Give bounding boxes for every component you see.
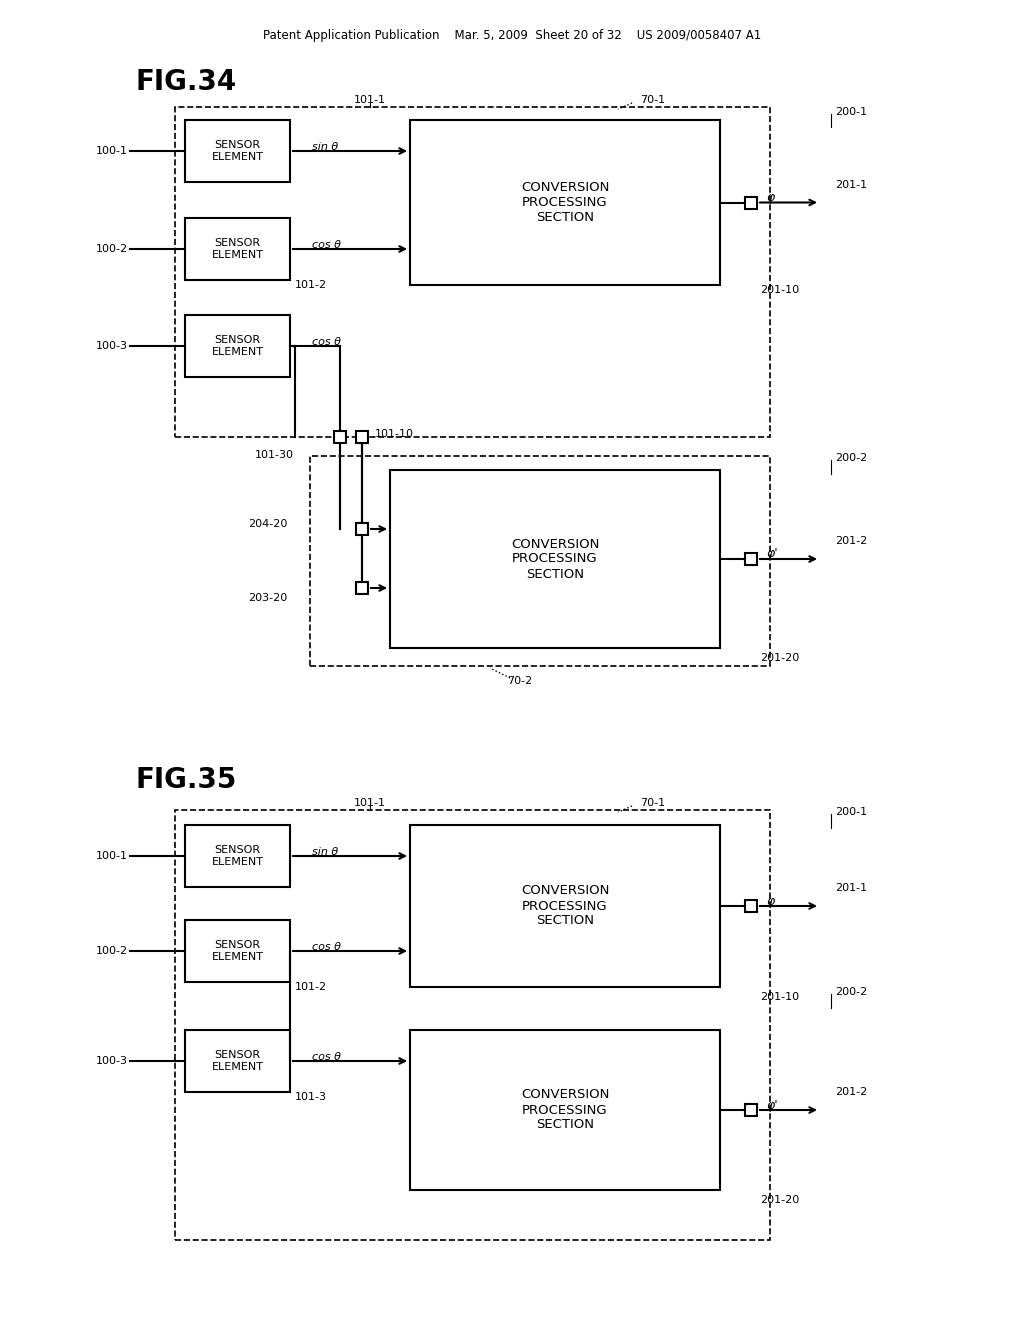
Bar xyxy=(745,1104,757,1115)
Text: φ': φ' xyxy=(766,548,777,561)
Bar xyxy=(745,197,757,209)
Text: 204-20: 204-20 xyxy=(248,519,288,529)
Text: 101-30: 101-30 xyxy=(255,450,294,459)
Bar xyxy=(410,1030,720,1191)
Bar xyxy=(185,218,290,280)
Text: 200-2: 200-2 xyxy=(835,453,867,463)
Bar xyxy=(185,825,290,887)
Text: SENSOR
ELEMENT: SENSOR ELEMENT xyxy=(212,140,263,162)
Bar xyxy=(175,810,770,1239)
Text: 100-2: 100-2 xyxy=(96,244,128,253)
Text: 100-1: 100-1 xyxy=(96,851,128,861)
Text: sin θ: sin θ xyxy=(312,143,338,152)
Bar xyxy=(185,120,290,182)
Text: CONVERSION
PROCESSING
SECTION: CONVERSION PROCESSING SECTION xyxy=(521,1089,609,1131)
Text: 101-10: 101-10 xyxy=(375,429,414,440)
Bar xyxy=(185,315,290,378)
Text: cos θ: cos θ xyxy=(312,240,341,249)
Text: CONVERSION
PROCESSING
SECTION: CONVERSION PROCESSING SECTION xyxy=(511,537,599,581)
Text: φ: φ xyxy=(766,191,774,205)
Text: CONVERSION
PROCESSING
SECTION: CONVERSION PROCESSING SECTION xyxy=(521,884,609,928)
Bar xyxy=(175,107,770,437)
Text: 200-2: 200-2 xyxy=(835,987,867,997)
Bar xyxy=(185,1030,290,1092)
Text: FIG.35: FIG.35 xyxy=(135,766,237,795)
Text: φ: φ xyxy=(766,895,774,908)
Text: SENSOR
ELEMENT: SENSOR ELEMENT xyxy=(212,940,263,962)
Text: 203-20: 203-20 xyxy=(248,593,288,603)
Bar xyxy=(745,900,757,912)
Text: FIG.34: FIG.34 xyxy=(135,69,237,96)
Text: 201-20: 201-20 xyxy=(760,653,800,663)
Text: SENSOR
ELEMENT: SENSOR ELEMENT xyxy=(212,238,263,260)
Text: 201-10: 201-10 xyxy=(760,285,799,294)
Bar xyxy=(356,582,368,594)
Text: cos θ: cos θ xyxy=(312,942,341,952)
Bar xyxy=(310,455,770,667)
Text: 70-1: 70-1 xyxy=(640,95,666,106)
Text: 201-20: 201-20 xyxy=(760,1195,800,1205)
Text: 101-3: 101-3 xyxy=(295,1092,327,1102)
Text: 70-1: 70-1 xyxy=(640,799,666,808)
Text: SENSOR
ELEMENT: SENSOR ELEMENT xyxy=(212,845,263,867)
Text: 201-2: 201-2 xyxy=(835,536,867,546)
Text: 100-2: 100-2 xyxy=(96,946,128,956)
Text: 101-1: 101-1 xyxy=(354,95,386,106)
Bar xyxy=(745,553,757,565)
Bar xyxy=(390,470,720,648)
Text: 70-2: 70-2 xyxy=(507,676,532,686)
Text: 100-1: 100-1 xyxy=(96,147,128,156)
Text: 201-2: 201-2 xyxy=(835,1086,867,1097)
Bar xyxy=(410,825,720,987)
Text: 101-2: 101-2 xyxy=(295,280,327,290)
Text: CONVERSION
PROCESSING
SECTION: CONVERSION PROCESSING SECTION xyxy=(521,181,609,224)
Text: SENSOR
ELEMENT: SENSOR ELEMENT xyxy=(212,335,263,356)
Bar xyxy=(334,432,346,444)
Text: cos θ: cos θ xyxy=(312,337,341,347)
Text: cos θ: cos θ xyxy=(312,1052,341,1063)
Text: 201-10: 201-10 xyxy=(760,993,799,1002)
Bar xyxy=(356,523,368,535)
Bar xyxy=(356,432,368,444)
Text: SENSOR
ELEMENT: SENSOR ELEMENT xyxy=(212,1051,263,1072)
Text: 200-1: 200-1 xyxy=(835,807,867,817)
Text: 101-2: 101-2 xyxy=(295,982,327,993)
Text: sin θ: sin θ xyxy=(312,847,338,857)
Text: φ': φ' xyxy=(766,1098,777,1111)
Text: 201-1: 201-1 xyxy=(835,180,867,190)
Text: 101-1: 101-1 xyxy=(354,799,386,808)
Text: 100-3: 100-3 xyxy=(96,1056,128,1067)
Text: 100-3: 100-3 xyxy=(96,341,128,351)
Bar xyxy=(185,920,290,982)
Text: 201-1: 201-1 xyxy=(835,883,867,894)
Text: Patent Application Publication    Mar. 5, 2009  Sheet 20 of 32    US 2009/005840: Patent Application Publication Mar. 5, 2… xyxy=(263,29,761,41)
Bar xyxy=(410,120,720,285)
Text: 200-1: 200-1 xyxy=(835,107,867,117)
